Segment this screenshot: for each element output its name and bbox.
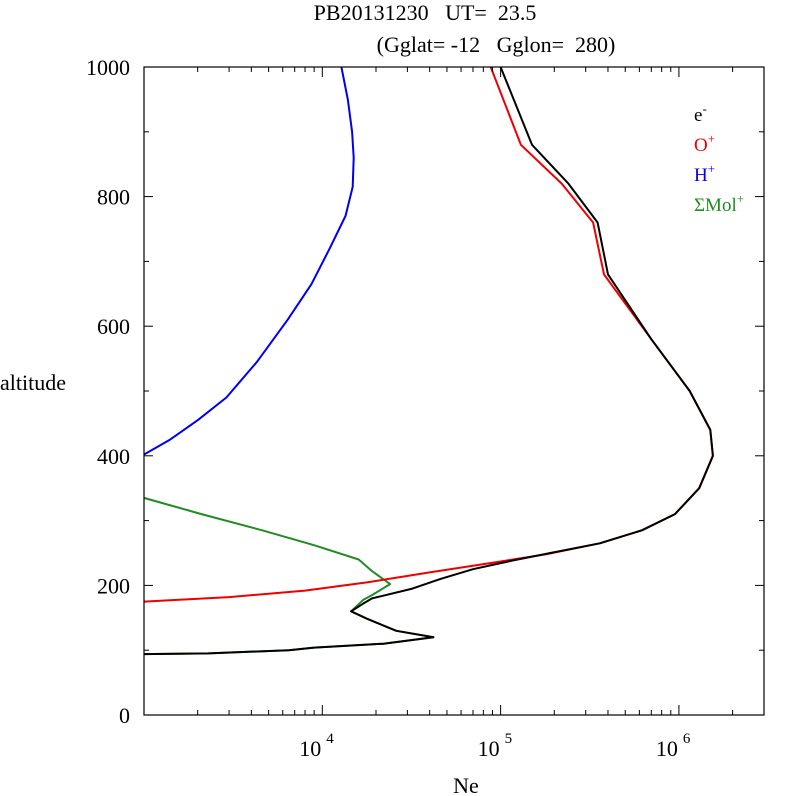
legend-entry: ΣMol+ [694, 191, 744, 216]
x-axis-label: Ne [453, 773, 479, 796]
ticks-layer [143, 66, 765, 716]
x-tick-label: 10 [478, 736, 500, 761]
legend: e- O+ H+ ΣMol+ [694, 101, 744, 216]
y-tick-labels: 0 200 400 600 800 1000 [86, 55, 130, 728]
y-tick-label: 0 [119, 703, 130, 728]
x-tick-labels: 10 4 10 5 10 6 [299, 731, 691, 761]
y-tick-label: 600 [97, 314, 130, 339]
series-line-1 [144, 67, 355, 456]
x-tick-label: 10 [299, 736, 321, 761]
x-tick-exponent: 5 [505, 731, 512, 747]
series-line-0 [144, 496, 435, 656]
series-layer [144, 67, 714, 656]
y-tick-label: 800 [97, 185, 130, 210]
y-tick-label: 200 [97, 573, 130, 598]
chart-title-line2: (Gglat= -12 Gglon= 280) [377, 32, 616, 57]
y-axis-label: altitude [0, 370, 66, 395]
chart-title-line1: PB20131230 UT= 23.5 [314, 0, 537, 25]
legend-entry: O+ [694, 131, 715, 156]
x-tick-exponent: 4 [326, 731, 334, 747]
legend-entry: H+ [694, 161, 715, 186]
y-tick-label: 400 [97, 444, 130, 469]
x-tick-exponent: 6 [683, 731, 691, 747]
series-line-3 [144, 67, 714, 656]
plot-frame [143, 66, 765, 716]
y-tick-label: 1000 [86, 55, 130, 80]
x-tick-label: 10 [656, 736, 678, 761]
legend-entry: e- [694, 101, 707, 126]
